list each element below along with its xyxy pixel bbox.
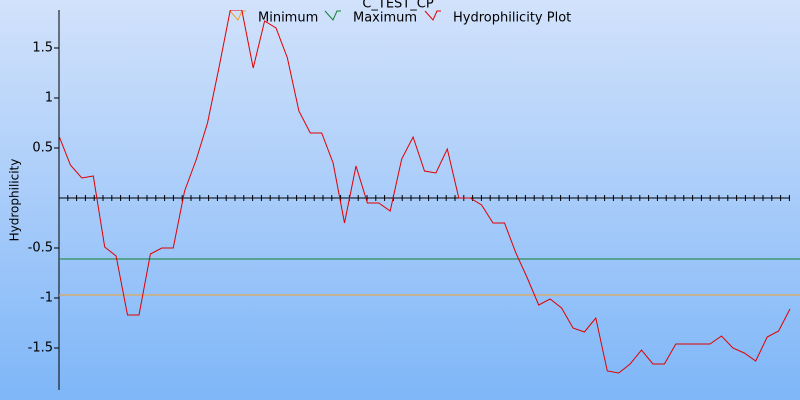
y-tick-label: 1: [45, 91, 53, 106]
y-tick-label: -1.5: [28, 341, 53, 356]
chart-title: C_TEST_CP: [362, 0, 434, 12]
y-axis-label: Hydrophilicity: [8, 159, 22, 242]
legend-label: Minimum: [258, 11, 318, 26]
legend-icon: [424, 10, 441, 21]
y-tick-label: 1.5: [32, 41, 53, 56]
legend-label: Maximum: [353, 11, 417, 26]
y-tick-label: -0.5: [28, 241, 53, 256]
y-tick-label: 0.5: [32, 141, 53, 156]
legend-label: Hydrophilicity Plot: [453, 11, 571, 26]
legend-icon: [324, 10, 341, 21]
data-line: [59, 10, 791, 374]
legend-icon: [229, 10, 246, 21]
y-tick-label: -1: [40, 291, 53, 306]
